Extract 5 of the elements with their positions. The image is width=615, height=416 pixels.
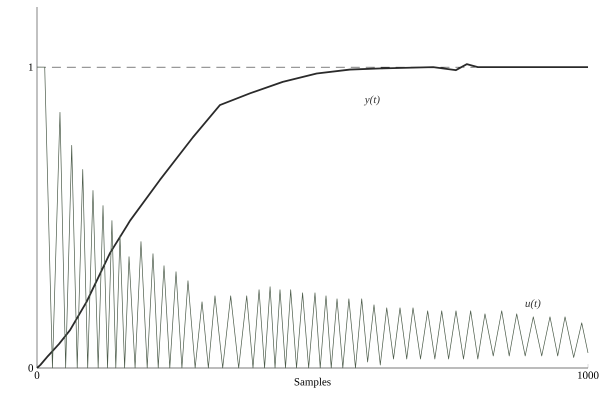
x-axis-title: Samples — [294, 378, 331, 388]
text: y(t) — [364, 95, 380, 106]
series-label: u(t) — [526, 299, 540, 310]
x-tick-label: 1000 — [578, 372, 599, 379]
y-tick-label: 1 — [28, 64, 33, 71]
